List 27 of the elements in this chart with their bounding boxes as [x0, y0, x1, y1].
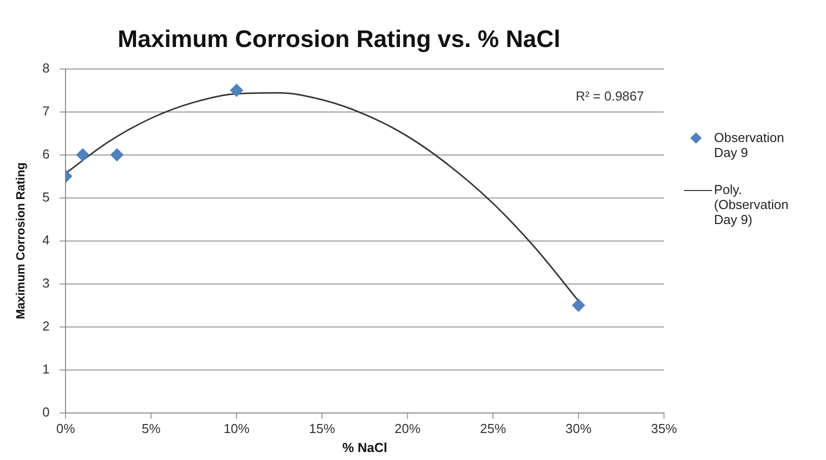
- x-tick-label: 20%: [394, 421, 421, 436]
- point: [572, 298, 586, 312]
- x-tick-label: 0%: [56, 421, 76, 436]
- y-axis-title: Maximum Corrosion Rating: [14, 162, 28, 320]
- y-tick-label: 7: [42, 103, 50, 118]
- y-tick-label: 3: [42, 275, 50, 290]
- legend-label: Poly. (Observation Day 9): [714, 182, 790, 227]
- point: [110, 148, 124, 162]
- y-tick-label: 1: [42, 361, 50, 376]
- x-tick-label: 25%: [480, 421, 506, 436]
- annotation: R² = 0.9867: [576, 88, 644, 104]
- x-tick-label: 35%: [650, 421, 678, 436]
- y-tick-label: 6: [42, 146, 50, 162]
- y-tick-label: 4: [42, 232, 50, 248]
- point: [230, 84, 244, 97]
- y-tick-label: 5: [42, 189, 50, 204]
- y-tick-label: 0: [42, 404, 50, 420]
- y-tick-label: 8: [42, 60, 50, 76]
- chart-title: Maximum Corrosion Rating vs. % NaCl: [118, 26, 560, 54]
- x-tick-label: 10%: [224, 421, 250, 436]
- legend-label: Observation Day 9: [714, 130, 786, 160]
- x-tick-label: 15%: [309, 421, 336, 436]
- x-axis-title: % NaCl: [342, 440, 388, 455]
- point: [76, 148, 90, 162]
- x-tick-label: 30%: [565, 421, 592, 436]
- x-tick-label: 5%: [142, 421, 161, 436]
- y-tick-label: 2: [42, 318, 50, 334]
